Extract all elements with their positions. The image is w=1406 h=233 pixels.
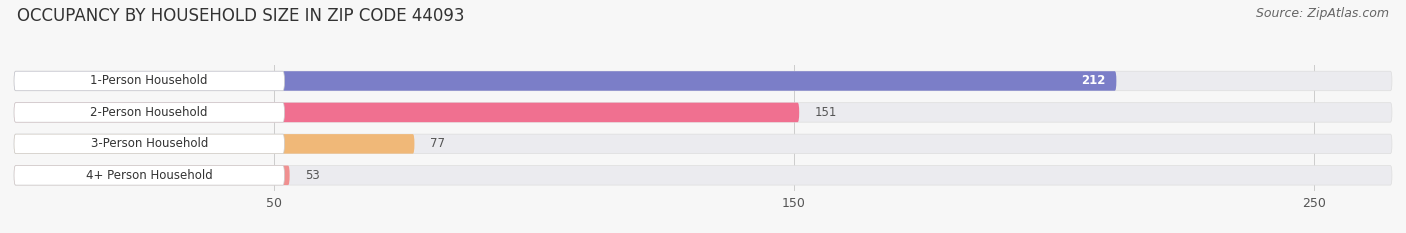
FancyBboxPatch shape — [14, 166, 284, 185]
FancyBboxPatch shape — [14, 134, 284, 154]
FancyBboxPatch shape — [14, 103, 284, 122]
Text: OCCUPANCY BY HOUSEHOLD SIZE IN ZIP CODE 44093: OCCUPANCY BY HOUSEHOLD SIZE IN ZIP CODE … — [17, 7, 464, 25]
Text: 53: 53 — [305, 169, 321, 182]
Text: 212: 212 — [1081, 75, 1107, 87]
Text: 2-Person Household: 2-Person Household — [90, 106, 208, 119]
Text: 1-Person Household: 1-Person Household — [90, 75, 208, 87]
FancyBboxPatch shape — [14, 71, 1392, 91]
Text: 4+ Person Household: 4+ Person Household — [86, 169, 212, 182]
FancyBboxPatch shape — [14, 103, 799, 122]
Text: Source: ZipAtlas.com: Source: ZipAtlas.com — [1256, 7, 1389, 20]
FancyBboxPatch shape — [14, 71, 1116, 91]
FancyBboxPatch shape — [14, 134, 415, 154]
Text: 151: 151 — [815, 106, 837, 119]
Text: 77: 77 — [430, 137, 446, 150]
FancyBboxPatch shape — [14, 103, 1392, 122]
Text: 3-Person Household: 3-Person Household — [90, 137, 208, 150]
FancyBboxPatch shape — [14, 166, 1392, 185]
FancyBboxPatch shape — [14, 134, 1392, 154]
FancyBboxPatch shape — [14, 166, 290, 185]
FancyBboxPatch shape — [14, 71, 284, 91]
